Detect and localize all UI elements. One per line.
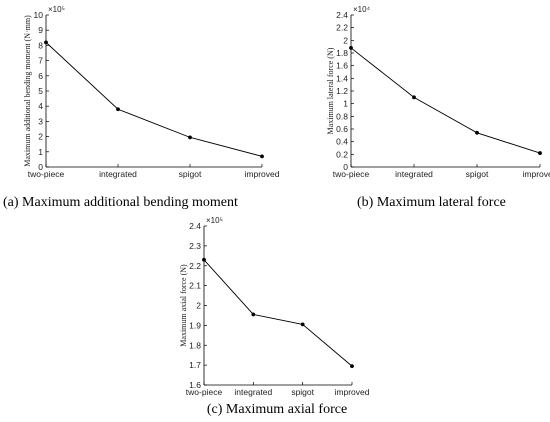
x-tick-label: improved [335,387,370,397]
x-tick-label: spigot [291,387,314,397]
y-tick-label: 9 [38,25,43,35]
data-point [260,154,264,159]
data-point [44,40,48,45]
y-tick-label: 2 [38,132,43,142]
data-point [412,95,416,100]
panel-a: 0 1 2 3 4 5 6 7 8 9 10 ×10⁵ two-piece integrated spigo… [3,5,280,210]
data-point [300,322,305,327]
x-tick-label: spigot [466,169,489,179]
x-tick-label: integrated [99,169,137,179]
y-tick-label: 0 [38,162,43,172]
x-tick-label: integrated [395,169,433,179]
x-tick-label: improved [523,169,550,179]
data-point [475,130,479,135]
y-tick-label: 0.2 [336,149,348,159]
data-point [349,46,353,50]
panel-caption: (b) Maximum lateral force [357,195,506,210]
y-tick-label: 0.4 [336,137,348,147]
x-tick-label: two-piece [28,169,65,179]
series-line [350,47,541,154]
y-tick-label: 10 [34,10,44,20]
y-tick-label: 2.4 [189,221,201,231]
data-point [202,257,206,262]
data-point [538,151,542,155]
y-tick-label: 1.8 [336,48,348,58]
data-point [116,107,120,112]
y-tick-label: 3 [38,116,43,126]
axis-multiplier: ×10⁵ [206,216,223,225]
y-tick-label: 2 [343,35,348,45]
y-tick-label: 1 [38,147,43,157]
x-tick-label: spigot [179,169,202,179]
y-tick-label: 8 [38,40,43,50]
y-tick-label: 4 [38,101,43,111]
y-tick-label: 1.9 [189,320,201,330]
series-line [45,42,263,157]
panel-c: 1.6 1.7 1.8 1.9 2 2.1 2.2 2.3 2.4 ×10⁵ two-piece in… [179,216,370,417]
y-tick-label: 2.2 [336,23,348,33]
y-tick-label: 0 [343,162,348,172]
y-tick-label: 2 [196,301,201,311]
y-tick-label: 1.2 [336,86,348,96]
y-axis-label: Maximum additional bending moment (N·mm) [23,15,32,167]
y-axis-label: Maximum lateral force (N) [326,47,335,134]
y-tick-label: 1.6 [336,61,348,71]
y-tick-label: 1.7 [189,360,201,370]
y-tick-label: 6 [38,71,43,81]
y-tick-label: 1 [343,99,348,109]
panel-caption: (a) Maximum additional bending moment [3,195,238,210]
y-tick-label: 7 [38,56,43,66]
panel-b: 0 0.2 0.4 0.6 0.8 1 1.2 1.4 1.6 1.8 2 2.2 2.4 ×10⁴ two… [326,5,550,210]
y-tick-label: 2.2 [189,261,201,271]
data-point [251,312,256,317]
x-tick-label: integrated [234,387,272,397]
y-tick-label: 1.6 [189,380,201,390]
y-tick-label: 1.8 [189,340,201,350]
y-tick-label: 1.4 [336,73,348,83]
x-tick-label: improved [245,169,280,179]
x-tick-label: two-piece [186,387,223,397]
y-tick-label: 2.4 [336,10,348,20]
y-tick-label: 0.8 [336,111,348,121]
axis-multiplier: ×10⁵ [48,5,65,14]
y-tick-label: 5 [38,86,43,96]
data-point [350,364,354,369]
axis-multiplier: ×10⁴ [353,5,371,14]
x-tick-label: two-piece [333,169,370,179]
series-line [203,259,353,367]
y-tick-label: 0.6 [336,124,348,134]
data-point [188,135,192,140]
y-axis-label: Maximum axial force (N) [179,264,188,347]
y-tick-label: 2.3 [189,241,201,251]
panel-caption: (c) Maximum axial force [207,402,347,417]
y-tick-label: 2.1 [189,281,201,291]
